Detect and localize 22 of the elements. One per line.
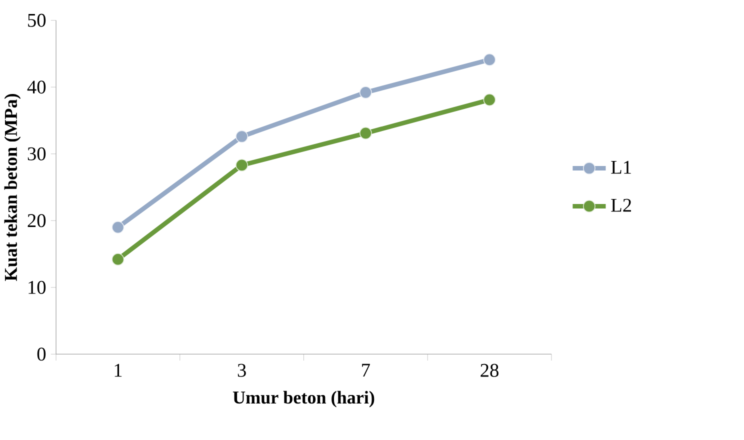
y-axis-title: Kuat tekan beton (MPa): [4, 94, 21, 281]
y-tick-label: 50: [28, 14, 46, 27]
y-tick-label: 10: [28, 280, 46, 294]
legend-label: L2: [611, 198, 631, 212]
point: [236, 130, 248, 143]
x-tick-label: 28: [480, 364, 498, 377]
point: [112, 253, 124, 266]
x-tick-label: 7: [362, 364, 370, 376]
x-tick-label: 3: [238, 364, 246, 377]
point: [483, 93, 496, 106]
point: [359, 86, 372, 99]
y-tick-label: 0: [37, 347, 46, 361]
point: [359, 126, 372, 140]
point: [483, 53, 496, 66]
point: [236, 158, 248, 172]
y-tick-label: 40: [27, 80, 46, 94]
x-tick-label: 1: [114, 364, 122, 377]
y-tick-label: 20: [28, 214, 46, 228]
y-tick-label: 30: [28, 147, 46, 160]
x-axis-title: Umur beton (hari): [232, 390, 374, 408]
legend-label: L1: [611, 160, 631, 174]
point: [112, 220, 124, 234]
